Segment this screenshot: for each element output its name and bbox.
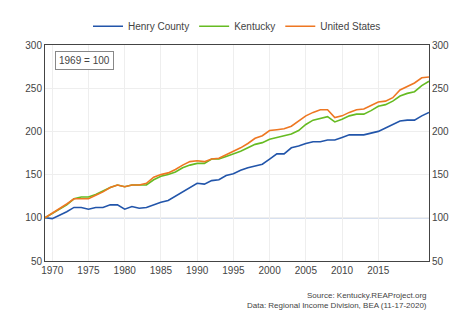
- svg-text:300: 300: [25, 40, 42, 51]
- svg-text:150: 150: [25, 169, 42, 180]
- svg-text:100: 100: [25, 212, 42, 223]
- svg-text:2005: 2005: [295, 265, 318, 276]
- svg-text:100: 100: [432, 212, 449, 223]
- svg-text:Kentucky: Kentucky: [234, 21, 275, 32]
- svg-text:1969 = 100: 1969 = 100: [59, 55, 110, 66]
- svg-text:1980: 1980: [114, 265, 137, 276]
- svg-text:Henry County: Henry County: [128, 21, 189, 32]
- svg-text:50: 50: [432, 256, 444, 267]
- svg-text:300: 300: [432, 40, 449, 51]
- svg-text:Source: Kentucky.REAProject.or: Source: Kentucky.REAProject.orgData: Reg…: [247, 291, 427, 310]
- svg-text:200: 200: [25, 126, 42, 137]
- svg-text:2000: 2000: [258, 265, 281, 276]
- svg-text:1970: 1970: [41, 265, 64, 276]
- svg-text:150: 150: [432, 169, 449, 180]
- svg-text:1995: 1995: [222, 265, 245, 276]
- svg-text:1975: 1975: [77, 265, 100, 276]
- svg-text:2010: 2010: [331, 265, 354, 276]
- svg-text:50: 50: [31, 256, 43, 267]
- svg-text:1985: 1985: [150, 265, 173, 276]
- svg-text:250: 250: [432, 83, 449, 94]
- svg-text:1990: 1990: [186, 265, 209, 276]
- svg-text:United States: United States: [320, 21, 380, 32]
- svg-text:2015: 2015: [367, 265, 390, 276]
- svg-text:200: 200: [432, 126, 449, 137]
- svg-text:250: 250: [25, 83, 42, 94]
